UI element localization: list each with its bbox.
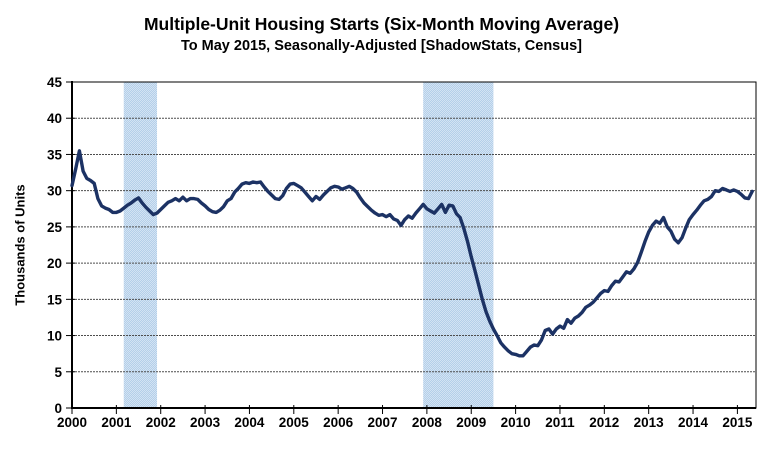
y-tick-label: 15 <box>47 292 63 307</box>
x-tick-label: 2004 <box>234 415 265 430</box>
y-tick-label: 20 <box>47 256 62 271</box>
x-tick-label: 2009 <box>456 415 486 430</box>
y-tick-label: 35 <box>47 147 63 162</box>
x-tick-label: 2014 <box>678 415 709 430</box>
recession-band <box>123 82 158 408</box>
x-tick-label: 2006 <box>323 415 354 430</box>
x-tick-label: 2010 <box>501 415 531 430</box>
x-tick-label: 2003 <box>190 415 221 430</box>
y-tick-label: 25 <box>47 220 63 235</box>
plot-border <box>71 81 757 409</box>
y-tick-label: 10 <box>47 329 62 344</box>
x-tick-label: 2005 <box>279 415 310 430</box>
x-tick-label: 2008 <box>412 415 443 430</box>
y-tick-label: 5 <box>54 365 62 380</box>
x-tick-label: 2001 <box>101 415 132 430</box>
y-tick-label: 45 <box>47 75 63 90</box>
y-tick-label: 0 <box>54 401 62 416</box>
y-tick-label: 40 <box>47 111 62 126</box>
y-tick-label: 30 <box>47 184 62 199</box>
chart-subtitle: To May 2015, Seasonally-Adjusted [Shadow… <box>180 38 582 54</box>
x-tick-label: 2002 <box>146 415 176 430</box>
data-line <box>70 149 754 358</box>
chart-title: Multiple-Unit Housing Starts (Six-Month … <box>143 14 620 34</box>
x-tick-label: 2015 <box>722 415 753 430</box>
x-tick-label: 2011 <box>545 415 575 430</box>
x-tick-label: 2007 <box>367 415 397 430</box>
recession-band <box>423 82 494 408</box>
x-tick-label: 2000 <box>57 415 87 430</box>
x-tick-label: 2013 <box>634 415 665 430</box>
x-tick-label: 2012 <box>589 415 619 430</box>
